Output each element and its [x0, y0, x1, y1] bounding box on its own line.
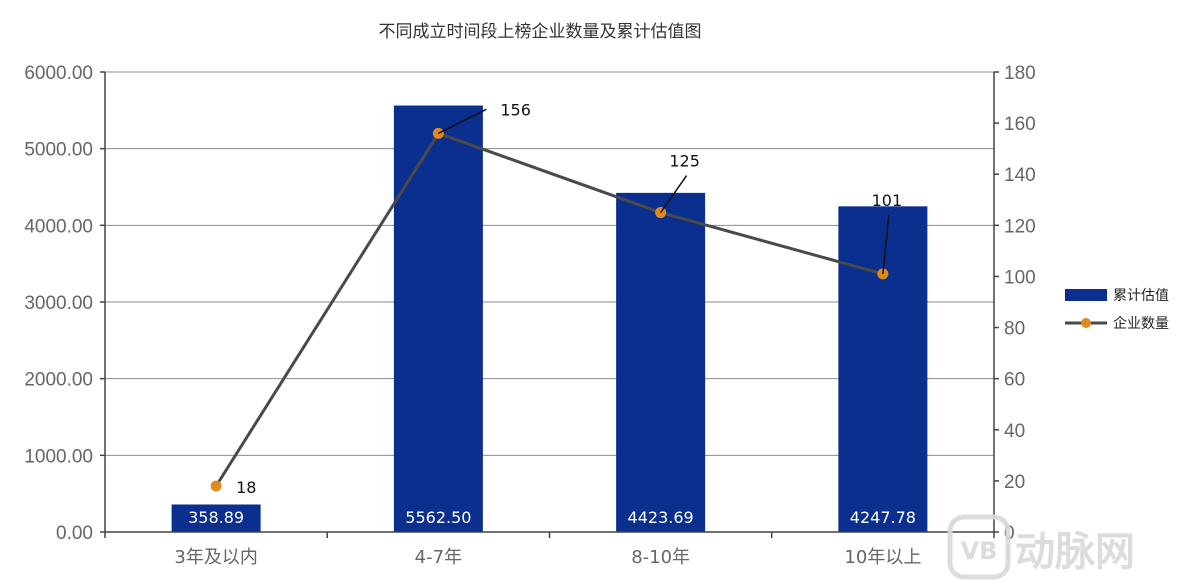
x-axis-category-label: 4-7年 — [415, 547, 462, 568]
legend-label-bar: 累计估值 — [1113, 288, 1169, 304]
legend: 累计估值 企业数量 — [1065, 288, 1169, 332]
data-labels: 358.89 5562.50 4423.69 4247.78 18 156 125 101 — [188, 100, 916, 527]
legend-marker-swatch — [1081, 318, 1091, 328]
watermark-text: 动脉网 — [1015, 529, 1135, 575]
bar — [171, 504, 261, 532]
left-axis-tick-label: 0.00 — [56, 523, 93, 544]
series-line — [214, 131, 884, 487]
line-value-label: 156 — [500, 100, 531, 119]
legend-label-line: 企业数量 — [1113, 315, 1169, 332]
legend-bar-swatch — [1065, 289, 1107, 301]
chart-title: 不同成立时间段上榜企业数量及累计估值图 — [379, 22, 702, 42]
bar — [838, 206, 928, 533]
watermark-badge-icon — [947, 514, 1011, 580]
right-axis-tick-label: 20 — [1004, 472, 1025, 493]
bar-value-label: 4247.78 — [850, 508, 916, 527]
right-axis-tick-label: 180 — [1004, 63, 1036, 84]
line-marker — [210, 480, 222, 492]
bar — [616, 192, 706, 532]
leader-line — [438, 108, 487, 135]
line-value-label: 101 — [872, 191, 903, 210]
bar — [393, 105, 483, 533]
leader-line — [660, 175, 688, 213]
right-axis-tick-label: 160 — [1004, 114, 1036, 135]
watermark-badge-text: VB — [961, 537, 998, 565]
left-axis-tick-label: 3000.00 — [24, 293, 93, 314]
bar-value-label: 5562.50 — [405, 508, 471, 527]
left-axis-tick-label: 5000.00 — [24, 140, 93, 161]
right-axis-tick-label: 100 — [1004, 267, 1036, 288]
bar-series — [171, 105, 928, 533]
left-axis-tick-label: 2000.00 — [24, 370, 93, 391]
x-axis-category-label: 10年以上 — [844, 547, 921, 568]
right-axis-tick-label: 40 — [1004, 421, 1025, 442]
left-axis-tick-label: 1000.00 — [24, 446, 93, 467]
line-value-label: 18 — [236, 478, 256, 497]
right-axis-tick-label: 60 — [1004, 370, 1025, 391]
left-axis-tick-label: 6000.00 — [24, 63, 93, 84]
x-axis-category-label: 8-10年 — [631, 547, 690, 568]
bar-value-label: 4423.69 — [628, 508, 694, 527]
right-axis-tick-label: 120 — [1004, 216, 1036, 237]
line-value-label: 125 — [669, 152, 700, 171]
x-axis-category-label: 3年及以内 — [174, 547, 257, 568]
leader-line — [882, 214, 890, 274]
watermark-logo: VB 动脉网 — [947, 514, 1135, 580]
right-axis-tick-label: 80 — [1004, 319, 1025, 340]
bar-value-label: 358.89 — [188, 508, 244, 527]
right-axis-tick-label: 140 — [1004, 165, 1036, 186]
line-series — [210, 127, 889, 492]
left-axis-tick-label: 4000.00 — [24, 216, 93, 237]
